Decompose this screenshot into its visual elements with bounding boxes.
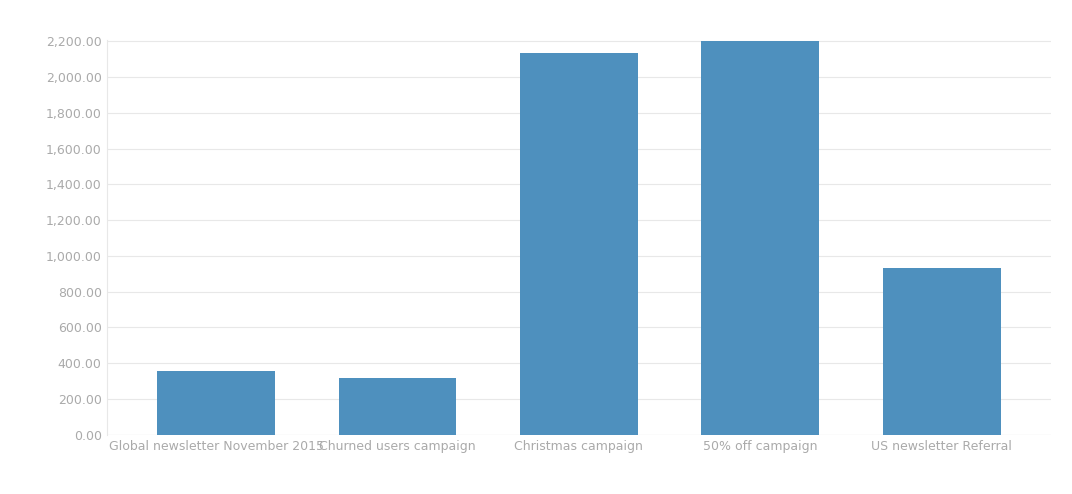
Bar — [882, 269, 1000, 435]
Bar — [701, 41, 819, 435]
Bar — [339, 378, 457, 435]
Bar — [158, 371, 276, 435]
Bar — [520, 53, 638, 435]
